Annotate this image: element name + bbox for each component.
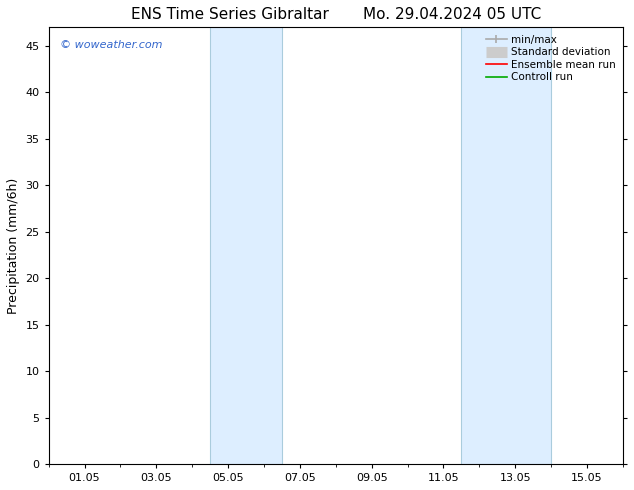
Title: ENS Time Series Gibraltar       Mo. 29.04.2024 05 UTC: ENS Time Series Gibraltar Mo. 29.04.2024… — [131, 7, 541, 22]
Legend: min/max, Standard deviation, Ensemble mean run, Controll run: min/max, Standard deviation, Ensemble me… — [484, 32, 618, 84]
Text: © woweather.com: © woweather.com — [60, 40, 163, 50]
Y-axis label: Precipitation (mm/6h): Precipitation (mm/6h) — [7, 177, 20, 314]
Bar — [210, 27, 282, 464]
Bar — [462, 27, 551, 464]
